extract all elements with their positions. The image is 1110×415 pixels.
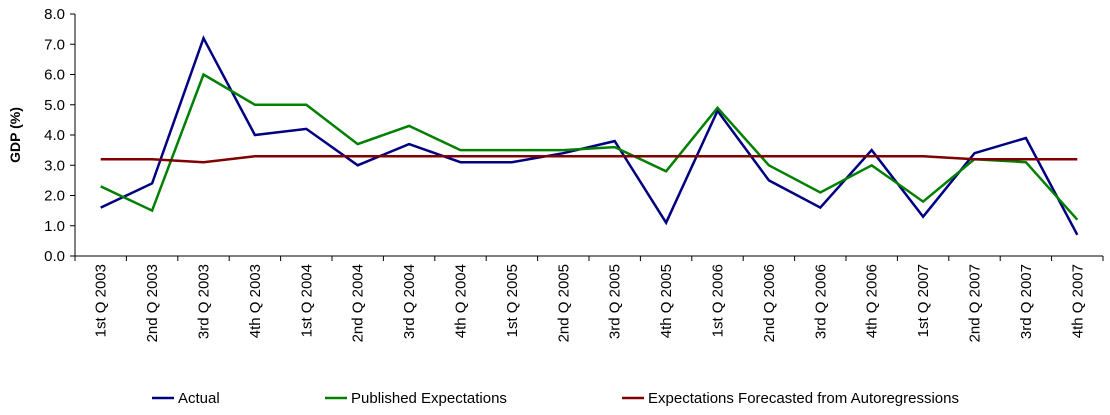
legend-label: Actual [178,390,220,407]
series-line-2 [100,154,1078,164]
y-tick-label: 4.0 [44,127,65,144]
legend-item: Published Expectations [325,390,507,407]
y-tick-label: 0.0 [44,248,65,265]
y-axis-label: GDP (%) [7,107,23,163]
legend-label: Expectations Forecasted from Autoregress… [648,390,959,407]
x-tick-label: 3rd Q 2005 [607,264,624,339]
x-tick-label: 1st Q 2004 [298,264,315,337]
x-tick-label: 2nd Q 2006 [761,264,778,342]
x-tick-label: 2nd Q 2004 [350,264,367,342]
x-tick-label: 4th Q 2005 [658,264,675,338]
series-line-1 [100,72,1079,221]
x-tick-label: 4th Q 2007 [1069,264,1086,338]
x-axis: 1st Q 2003 2nd Q 2003 3rd Q 2003 4th Q 2003… [74,255,1104,342]
x-tick-label: 4th Q 2004 [453,264,470,338]
y-tick-label: 6.0 [44,67,65,84]
x-tick-label: 2nd Q 2007 [967,264,984,342]
legend-label: Published Expectations [351,390,507,407]
x-tick-label: 3rd Q 2003 [196,264,213,339]
y-tick-label: 7.0 [44,36,65,53]
x-tick-label: 1st Q 2007 [915,264,932,337]
y-axis: 0.0 1.0 2.0 3.0 4.0 5.0 6.0 7.0 8.0 [44,6,76,265]
series-lines [100,35,1079,236]
legend: Actual Published Expectations Expectations… [152,390,959,407]
y-tick-label: 8.0 [44,6,65,23]
x-tick-label: 2nd Q 2003 [144,264,161,342]
y-tick-label: 1.0 [44,218,65,235]
y-tick-label: 3.0 [44,157,65,174]
legend-item: Expectations Forecasted from Autoregress… [622,390,959,407]
x-tick-label: 3rd Q 2006 [812,264,829,339]
series-line-0 [100,35,1079,236]
x-tick-label: 3rd Q 2004 [401,264,418,339]
legend-item: Actual [152,390,220,407]
x-tick-label: 4th Q 2006 [864,264,881,338]
y-tick-label: 5.0 [44,97,65,114]
x-tick-label: 1st Q 2005 [504,264,521,337]
x-tick-label: 1st Q 2003 [93,264,110,337]
y-tick-label: 2.0 [44,188,65,205]
x-tick-label: 1st Q 2006 [710,264,727,337]
x-tick-label: 4th Q 2003 [247,264,264,338]
x-tick-label: 3rd Q 2007 [1018,264,1035,339]
x-tick-label: 2nd Q 2005 [555,264,572,342]
